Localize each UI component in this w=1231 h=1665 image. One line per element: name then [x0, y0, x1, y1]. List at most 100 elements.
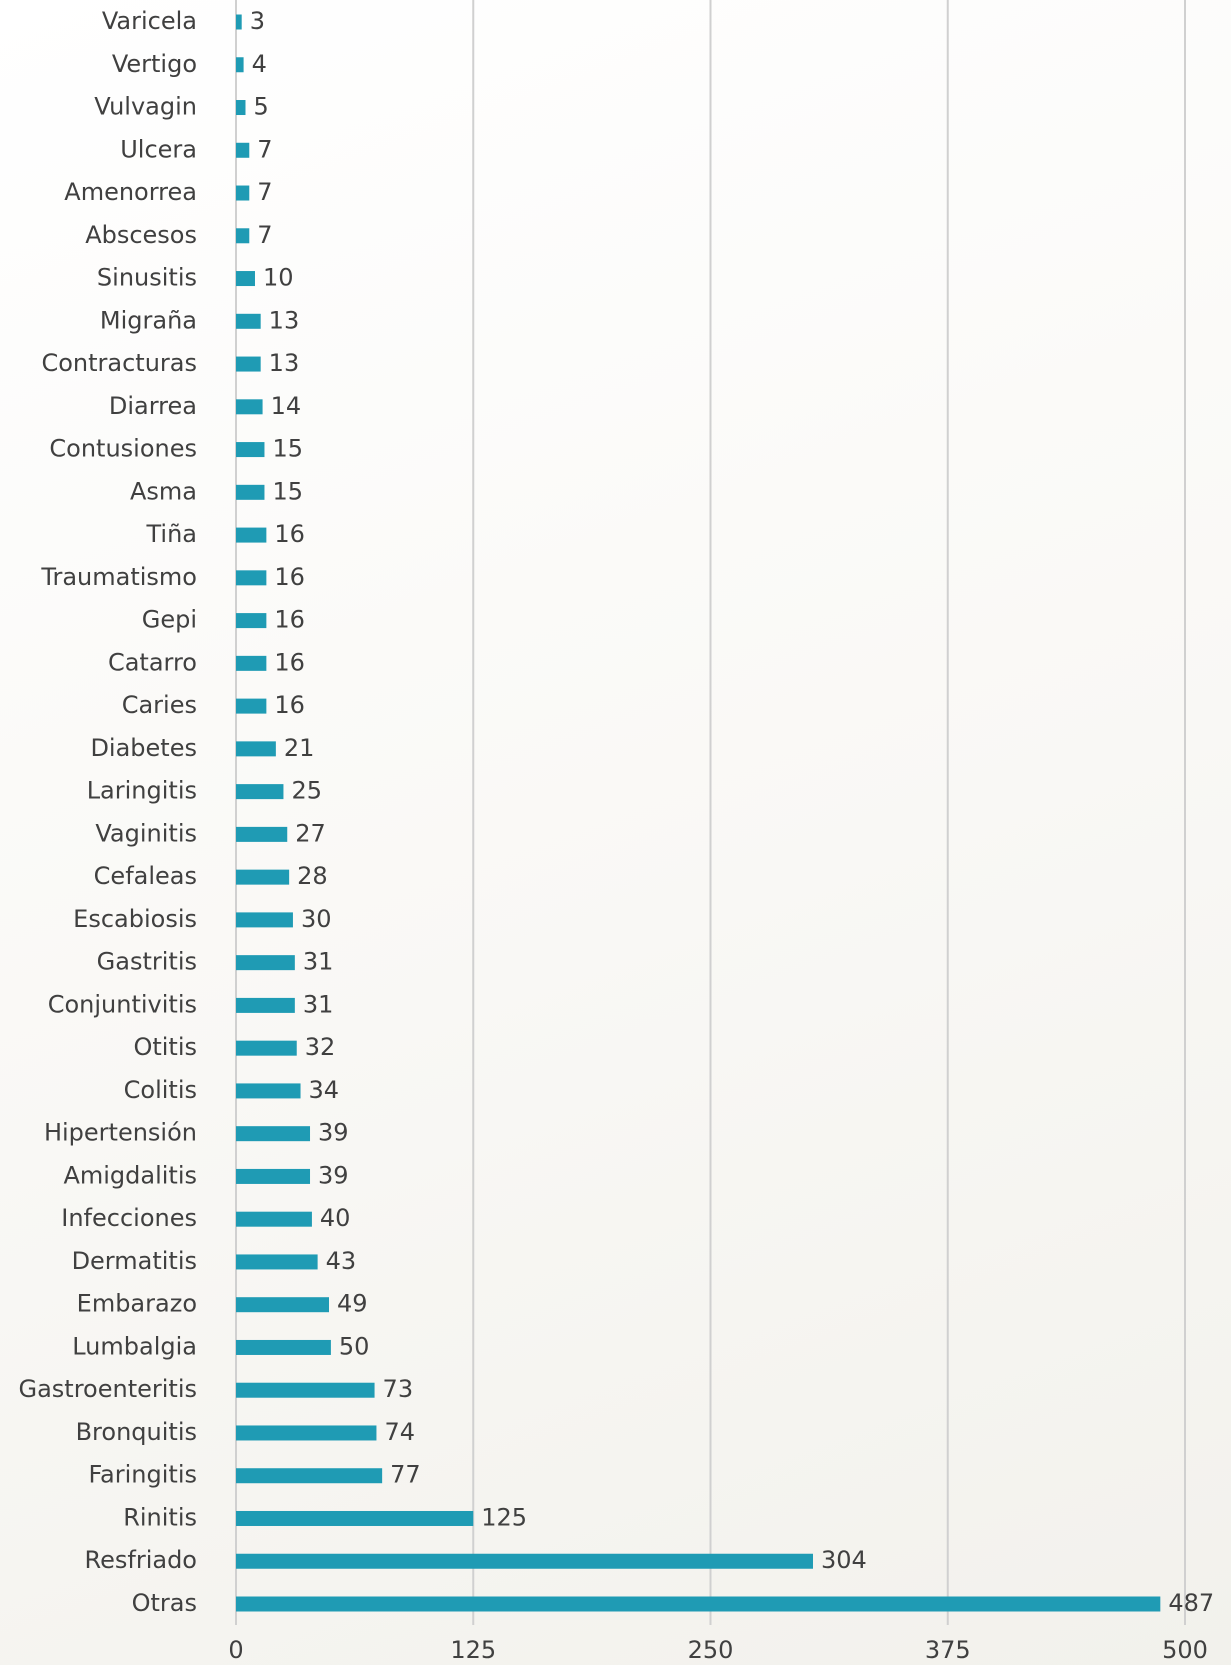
- bar: [236, 1040, 297, 1056]
- y-tick-label: Contracturas: [41, 349, 197, 377]
- bar: [236, 356, 261, 372]
- data-label: 16: [274, 648, 305, 676]
- data-label: 304: [821, 1546, 867, 1574]
- data-label: 7: [257, 221, 272, 249]
- data-label: 32: [305, 1033, 336, 1061]
- x-tick-label: 375: [925, 1636, 971, 1664]
- y-tick-label: Vertigo: [112, 50, 197, 78]
- bar: [236, 955, 295, 971]
- data-label: 16: [274, 606, 305, 634]
- data-label: 21: [284, 734, 315, 762]
- bar: [236, 57, 244, 73]
- bar: [236, 784, 284, 800]
- data-label: 3: [250, 7, 265, 35]
- y-tick-label: Embarazo: [77, 1290, 197, 1318]
- x-tick-label: 125: [450, 1636, 496, 1664]
- data-label: 5: [253, 93, 268, 121]
- y-tick-label: Resfriado: [85, 1546, 197, 1574]
- y-tick-label: Contusiones: [49, 435, 197, 463]
- bar: [236, 997, 295, 1013]
- bar: [236, 698, 267, 714]
- y-tick-label: Dermatitis: [72, 1247, 197, 1275]
- data-label: 49: [337, 1290, 368, 1318]
- y-tick-label: Conjuntivitis: [48, 990, 197, 1018]
- bar: [236, 1553, 813, 1569]
- y-tick-label: Hipertensión: [44, 1119, 197, 1147]
- data-label: 34: [309, 1076, 340, 1104]
- bar: [236, 869, 290, 885]
- data-label: 77: [390, 1461, 421, 1489]
- y-tick-label: Bronquitis: [76, 1418, 197, 1446]
- bar: [236, 1168, 311, 1184]
- data-label: 13: [269, 306, 300, 334]
- data-label: 7: [257, 178, 272, 206]
- y-tick-label: Gastroenteritis: [18, 1375, 197, 1403]
- bar: [236, 741, 276, 757]
- bar: [236, 313, 261, 329]
- data-label: 15: [272, 435, 303, 463]
- y-tick-label: Colitis: [124, 1076, 197, 1104]
- y-tick-label: Migraña: [100, 306, 197, 334]
- data-label: 13: [269, 349, 300, 377]
- bar: [236, 570, 267, 586]
- bar: [236, 826, 288, 842]
- y-tick-label: Vulvagin: [94, 93, 197, 121]
- y-tick-label: Ulcera: [120, 135, 197, 163]
- y-tick-label: Amenorrea: [64, 178, 197, 206]
- bar: [236, 1425, 377, 1441]
- y-tick-label: Amigdalitis: [63, 1161, 197, 1189]
- bar: [236, 1254, 318, 1270]
- y-tick-label: Caries: [122, 691, 197, 719]
- y-tick-label: Cefaleas: [94, 862, 197, 890]
- data-label: 7: [257, 135, 272, 163]
- data-label: 25: [291, 777, 322, 805]
- data-label: 31: [303, 948, 334, 976]
- y-tick-label: Abscesos: [85, 221, 197, 249]
- bar: [236, 912, 293, 928]
- y-tick-label: Vaginitis: [95, 819, 197, 847]
- bar: [236, 1297, 330, 1313]
- y-tick-label: Traumatismo: [40, 563, 197, 591]
- data-label: 487: [1168, 1589, 1214, 1617]
- bar: [236, 1126, 311, 1142]
- bar: [236, 1596, 1161, 1612]
- bar: [236, 271, 255, 287]
- data-label: 74: [384, 1418, 415, 1446]
- data-label: 73: [383, 1375, 414, 1403]
- bar: [236, 14, 242, 30]
- data-label: 40: [320, 1204, 351, 1232]
- bar: [236, 228, 250, 244]
- bar: [236, 613, 267, 629]
- bar: [236, 1339, 331, 1355]
- bar: [236, 484, 265, 500]
- bar: [236, 527, 267, 543]
- y-tick-label: Asma: [130, 477, 197, 505]
- bar: [236, 1510, 474, 1526]
- bar: [236, 100, 246, 116]
- y-tick-label: Laringitis: [87, 777, 197, 805]
- data-label: 30: [301, 905, 332, 933]
- data-label: 14: [271, 392, 302, 420]
- data-label: 27: [295, 819, 326, 847]
- bar: [236, 1468, 383, 1484]
- data-label: 16: [274, 563, 305, 591]
- data-label: 39: [318, 1161, 349, 1189]
- y-tick-label: Tiña: [145, 520, 197, 548]
- y-tick-label: Diarrea: [109, 392, 197, 420]
- data-label: 31: [303, 990, 334, 1018]
- data-label: 39: [318, 1119, 349, 1147]
- bar: [236, 1382, 375, 1398]
- y-tick-label: Rinitis: [123, 1503, 197, 1531]
- data-label: 16: [274, 691, 305, 719]
- x-tick-label: 500: [1162, 1636, 1208, 1664]
- x-tick-label: 0: [228, 1636, 243, 1664]
- data-label: 50: [339, 1332, 370, 1360]
- data-label: 4: [252, 50, 267, 78]
- data-label: 15: [272, 477, 303, 505]
- bar: [236, 655, 267, 671]
- y-tick-label: Gastritis: [97, 948, 197, 976]
- y-tick-label: Catarro: [108, 648, 197, 676]
- y-tick-label: Faringitis: [88, 1461, 197, 1489]
